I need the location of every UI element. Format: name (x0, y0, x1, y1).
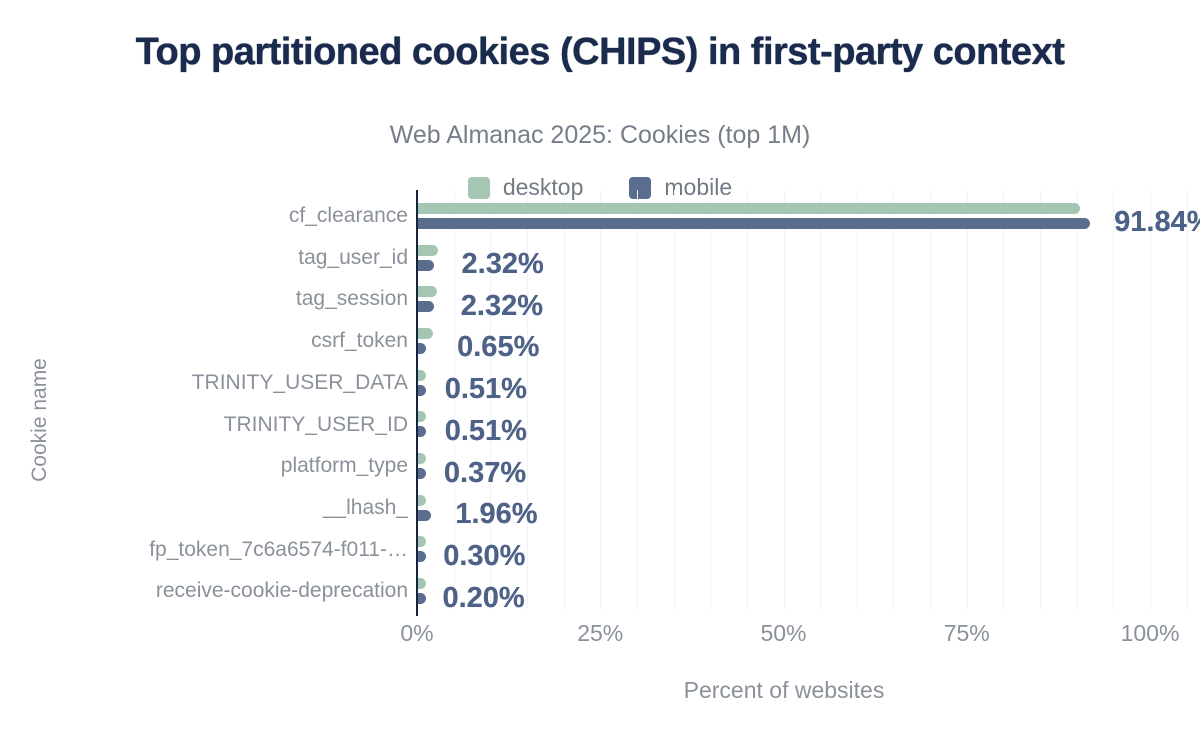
x-tick-label: 25% (577, 620, 624, 646)
x-axis-title: Percent of websites (683, 677, 885, 703)
bar-mobile-TRINITY_USER_ID[interactable] (417, 426, 426, 438)
gridline (930, 190, 932, 610)
category-label: fp_token_7c6a6574-f011-… (149, 537, 408, 561)
value-label: 0.65% (457, 331, 540, 364)
bar-mobile-platform_type[interactable] (417, 468, 426, 480)
category-label: TRINITY_USER_DATA (191, 370, 408, 394)
bar-desktop-TRINITY_USER_ID[interactable] (417, 411, 426, 423)
value-label: 0.51% (444, 414, 527, 447)
bar-mobile-__lhash_[interactable] (417, 509, 432, 521)
chart-title: Top partitioned cookies (CHIPS) in first… (135, 31, 1065, 73)
bar-mobile-cf_clearance[interactable] (417, 217, 1091, 229)
legend-label-desktop: desktop (502, 174, 584, 200)
gridline (600, 190, 602, 610)
y-axis-title: Cookie name (28, 358, 51, 482)
bar-mobile-receive-cookie-deprecation[interactable] (417, 593, 426, 605)
bar-desktop-fp_token_7c6a6574-f011-…[interactable] (417, 536, 426, 548)
bar-mobile-fp_token_7c6a6574-f011-…[interactable] (417, 551, 426, 563)
bar-desktop-receive-cookie-deprecation[interactable] (417, 578, 426, 590)
gridline (1003, 190, 1005, 610)
category-label: platform_type (280, 454, 408, 478)
category-label: tag_session (295, 287, 408, 311)
category-label: TRINITY_USER_ID (223, 412, 408, 436)
gridline (966, 190, 968, 610)
x-tick-label: 50% (760, 620, 807, 646)
category-label: tag_user_id (298, 245, 408, 269)
gridline (673, 190, 675, 610)
value-label: 2.32% (460, 289, 544, 322)
gridline (636, 190, 638, 610)
x-tick-label: 0% (400, 620, 434, 646)
bar-desktop-platform_type[interactable] (417, 453, 426, 465)
gridline (820, 190, 822, 610)
value-label: 0.30% (443, 539, 526, 572)
value-label: 0.51% (444, 373, 527, 406)
bar-desktop-cf_clearance[interactable] (417, 202, 1080, 214)
gridline (746, 190, 748, 610)
legend: desktop mobile (0, 174, 1200, 201)
bar-desktop-tag_user_id[interactable] (417, 244, 438, 256)
gridline (1150, 190, 1151, 610)
category-label: receive-cookie-deprecation (155, 579, 408, 603)
gridline (783, 190, 785, 610)
gridline (856, 190, 858, 610)
bar-desktop-tag_session[interactable] (417, 286, 437, 298)
gridline (1113, 190, 1115, 610)
mobile-swatch-icon (629, 176, 652, 199)
gridline (1186, 190, 1188, 610)
gridline (1040, 190, 1042, 610)
desktop-swatch-icon (467, 176, 490, 199)
bar-mobile-TRINITY_USER_DATA[interactable] (417, 384, 426, 396)
gridline (1076, 190, 1078, 610)
bar-mobile-tag_user_id[interactable] (417, 259, 434, 271)
value-label: 2.32% (461, 248, 544, 281)
gridline (893, 190, 895, 610)
bar-desktop-TRINITY_USER_DATA[interactable] (417, 369, 426, 381)
gridline (453, 190, 455, 610)
value-label: 0.20% (442, 581, 525, 614)
gridline (526, 190, 528, 610)
legend-item-desktop[interactable]: desktop (467, 174, 584, 201)
y-axis-line (416, 190, 418, 616)
bar-desktop-csrf_token[interactable] (417, 327, 434, 339)
value-label: 91.84% (1114, 206, 1200, 239)
bar-mobile-tag_session[interactable] (417, 301, 434, 313)
bar-desktop-__lhash_[interactable] (417, 494, 426, 506)
gridline (710, 190, 712, 610)
category-label: cf_clearance (288, 204, 408, 227)
x-tick-label: 100% (1120, 620, 1180, 646)
category-label: __lhash_ (322, 495, 408, 519)
value-label: 1.96% (455, 498, 538, 531)
legend-item-mobile[interactable]: mobile (629, 174, 732, 201)
bar-mobile-csrf_token[interactable] (417, 342, 426, 354)
x-tick-label: 75% (943, 620, 990, 646)
gridline (490, 190, 492, 610)
gridline (563, 190, 565, 610)
value-label: 0.37% (443, 456, 527, 489)
category-label: csrf_token (311, 329, 408, 353)
chart-subtitle: Web Almanac 2025: Cookies (top 1M) (389, 121, 811, 149)
legend-label-mobile: mobile (664, 174, 733, 200)
